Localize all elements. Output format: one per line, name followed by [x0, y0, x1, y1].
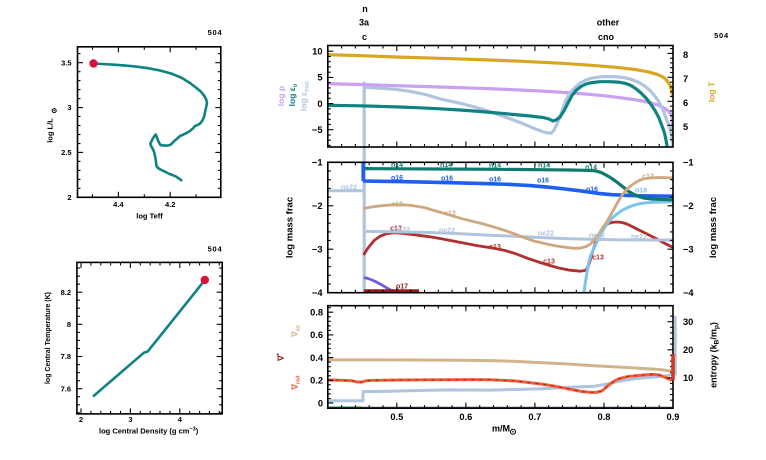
svg-text:−1: −1: [312, 158, 323, 168]
svg-text:8: 8: [683, 50, 688, 60]
svg-text:ne22: ne22: [631, 234, 647, 241]
svg-text:n14: n14: [585, 165, 597, 172]
svg-text:5: 5: [683, 122, 688, 132]
svg-text:log mass frac: log mass frac: [285, 197, 296, 258]
svg-text:cno: cno: [598, 32, 615, 42]
svg-text:−5: −5: [312, 125, 323, 135]
svg-text:n14: n14: [489, 162, 501, 169]
svg-text:8: 8: [67, 320, 71, 329]
svg-text:2.5: 2.5: [61, 148, 71, 157]
svg-text:m/M: m/M: [492, 424, 510, 434]
svg-text:0.9: 0.9: [667, 412, 680, 422]
svg-text:log Central Temperature (K): log Central Temperature (K): [45, 292, 52, 384]
svg-text:c13: c13: [543, 258, 555, 265]
svg-text:−4: −4: [683, 288, 694, 298]
svg-text:other: other: [597, 18, 620, 28]
svg-text:c13: c13: [592, 254, 604, 261]
svg-text:log L/L: log L/L: [45, 118, 54, 143]
svg-text:0.5: 0.5: [390, 412, 403, 422]
svg-text:504: 504: [208, 28, 223, 37]
svg-text:2: 2: [67, 193, 71, 202]
svg-text:o16: o16: [489, 176, 501, 183]
svg-text:0.8: 0.8: [598, 412, 611, 422]
svg-text:−4: −4: [312, 288, 323, 298]
svg-text:c12: c12: [444, 210, 456, 217]
svg-text:o16: o16: [537, 177, 549, 184]
svg-text:o18: o18: [635, 187, 647, 194]
svg-text:0.2: 0.2: [310, 376, 323, 386]
svg-text:log T: log T: [707, 81, 717, 102]
svg-text:30: 30: [683, 317, 693, 327]
svg-text:10: 10: [683, 373, 693, 383]
svg-text:ne22: ne22: [538, 231, 554, 238]
svg-text:10: 10: [312, 47, 322, 57]
svg-text:0.8: 0.8: [310, 308, 323, 318]
svg-text:entropy (kB/mp): entropy (kB/mp): [709, 322, 721, 388]
svg-text:0.6: 0.6: [459, 412, 472, 422]
svg-text:n: n: [362, 4, 368, 14]
svg-text:504: 504: [208, 245, 223, 254]
svg-text:log εν: log εν: [287, 83, 299, 106]
svg-text:0: 0: [318, 398, 323, 408]
svg-text:log Teff: log Teff: [136, 212, 163, 221]
svg-text:−3: −3: [312, 245, 323, 255]
svg-text:4: 4: [178, 415, 183, 424]
svg-text:∇*: ∇*: [277, 352, 286, 361]
svg-text:0.6: 0.6: [310, 330, 323, 340]
svg-text:8.2: 8.2: [61, 288, 71, 297]
svg-text:c12: c12: [642, 174, 654, 181]
svg-text:ne22: ne22: [394, 227, 410, 234]
svg-text:3: 3: [67, 103, 71, 112]
svg-text:ne22: ne22: [589, 233, 605, 240]
svg-text:c: c: [362, 32, 367, 42]
svg-text:0: 0: [317, 99, 322, 109]
svg-text:−2: −2: [683, 201, 694, 211]
svg-text:3a: 3a: [359, 18, 370, 28]
svg-text:o16: o16: [586, 187, 598, 194]
svg-text:−3: −3: [683, 245, 694, 255]
svg-text:∇rad: ∇rad: [291, 376, 302, 391]
svg-text:log mass frac: log mass frac: [708, 197, 719, 258]
svg-text:ne22: ne22: [341, 184, 357, 191]
svg-text:7.6: 7.6: [61, 384, 71, 393]
svg-text:n14: n14: [440, 162, 452, 169]
svg-text:o16: o16: [441, 176, 453, 183]
svg-text:log ρ: log ρ: [276, 86, 286, 106]
svg-text:504: 504: [714, 31, 729, 40]
svg-text:c13: c13: [489, 244, 501, 251]
svg-text:o16: o16: [391, 175, 403, 182]
svg-text:7: 7: [683, 74, 688, 84]
svg-text:3: 3: [128, 415, 132, 424]
svg-text:5: 5: [317, 73, 322, 83]
svg-text:n14: n14: [391, 162, 403, 169]
svg-text:c13: c13: [390, 225, 402, 232]
svg-text:6: 6: [683, 98, 688, 108]
svg-text:20: 20: [683, 345, 693, 355]
svg-text:n14: n14: [538, 163, 550, 170]
svg-text:3.5: 3.5: [61, 58, 71, 67]
svg-text:−2: −2: [312, 201, 323, 211]
svg-text:c12: c12: [391, 201, 403, 208]
svg-text:0.7: 0.7: [528, 412, 541, 422]
svg-text:o17: o17: [396, 283, 408, 290]
svg-text:2: 2: [79, 415, 83, 424]
svg-text:∇ad: ∇ad: [291, 325, 302, 338]
svg-text:4.4: 4.4: [113, 200, 124, 209]
svg-text:4.2: 4.2: [165, 200, 175, 209]
svg-text:−1: −1: [683, 158, 694, 168]
svg-text:7.8: 7.8: [61, 352, 71, 361]
svg-text:log Central Density (g cm−3): log Central Density (g cm−3): [99, 427, 199, 436]
svg-text:ne22: ne22: [439, 227, 455, 234]
svg-text:0.4: 0.4: [310, 353, 324, 363]
